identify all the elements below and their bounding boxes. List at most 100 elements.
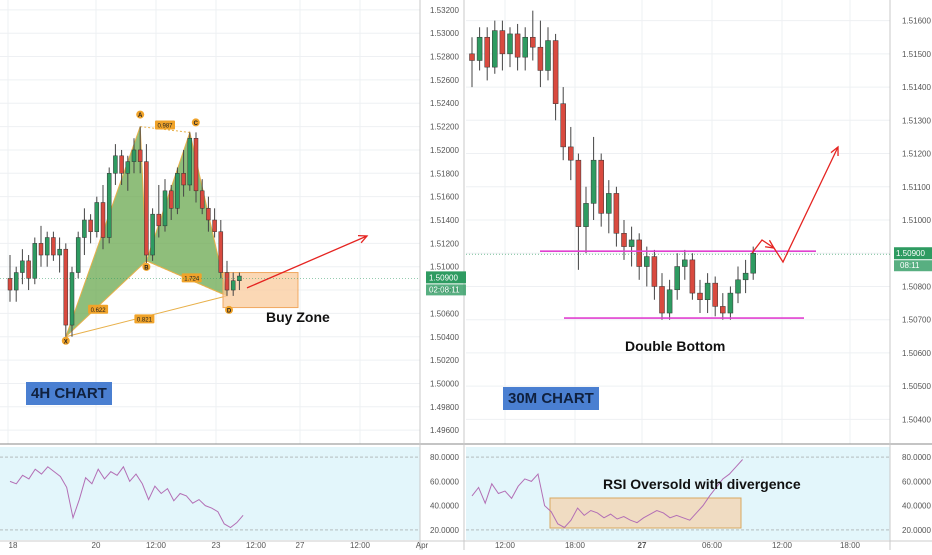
price-tick-label: 1.51400 xyxy=(430,216,459,225)
point-b-label-marker xyxy=(142,262,151,271)
candle xyxy=(187,138,193,186)
candle xyxy=(94,202,100,232)
price-tick-label: 1.50600 xyxy=(902,349,931,358)
price-tick-label: 1.50000 xyxy=(430,379,459,388)
projection-arrowhead-left xyxy=(357,234,369,244)
candle xyxy=(88,219,93,232)
point-a-label-marker xyxy=(136,110,145,119)
price-tick-label: 1.51600 xyxy=(430,193,459,202)
candle xyxy=(199,190,205,209)
candle xyxy=(69,272,75,326)
countdown-tag-left xyxy=(426,284,466,296)
candle xyxy=(125,161,131,174)
rsi-tick-label: 40.0000 xyxy=(902,502,931,511)
ratio-cd-bc: 1.724 xyxy=(184,276,200,282)
candle xyxy=(704,282,711,301)
rsi-tick-label: 60.0000 xyxy=(430,477,459,486)
time-tick-label: 18 xyxy=(9,541,18,550)
ratio-bc-ab-box xyxy=(155,120,175,130)
current-price-tag-right xyxy=(894,247,932,260)
price-tick-label: 1.51000 xyxy=(430,263,459,272)
time-tick-label: 12:00 xyxy=(246,541,267,550)
candle xyxy=(119,155,124,174)
candle xyxy=(530,36,536,48)
candle xyxy=(469,53,475,61)
price-tick-label: 1.51500 xyxy=(902,50,931,59)
candle xyxy=(44,237,50,256)
projection-arrowhead-right-1 xyxy=(764,239,776,249)
candle xyxy=(32,243,38,279)
price-tick-label: 1.50600 xyxy=(430,309,459,318)
price-tick-label: 1.51100 xyxy=(902,183,931,192)
candle xyxy=(106,173,112,238)
point-c-label-marker xyxy=(191,118,200,127)
price-tick-label: 1.52200 xyxy=(430,123,459,132)
time-tick-label: 12:00 xyxy=(146,541,167,550)
candle xyxy=(720,306,726,314)
point-d-label: D xyxy=(227,308,232,314)
price-tick-label: 1.52400 xyxy=(430,99,459,108)
ratio-ab-xa-box xyxy=(88,304,109,314)
price-tick-label: 1.51400 xyxy=(902,83,931,92)
left-chart-label: 4H CHART xyxy=(26,382,112,405)
rsi-divergence-box xyxy=(549,497,742,529)
harmonic-bd-line xyxy=(146,260,228,297)
price-tick-label: 1.51200 xyxy=(430,239,459,248)
candle xyxy=(689,259,696,294)
candle xyxy=(590,159,597,204)
countdown-label-left: 02:08:11 xyxy=(429,285,460,294)
candle xyxy=(206,208,211,221)
time-tick-label: 12:00 xyxy=(350,541,371,550)
candle xyxy=(137,149,143,162)
candle xyxy=(175,173,180,209)
candle xyxy=(636,239,642,267)
candle xyxy=(552,40,559,104)
candle xyxy=(224,272,230,291)
candle xyxy=(742,272,749,281)
candle xyxy=(51,237,56,256)
rsi-tick-label: 40.0000 xyxy=(430,502,459,511)
candle xyxy=(606,193,612,214)
price-tick-label: 1.52000 xyxy=(430,146,459,155)
point-a-label: A xyxy=(138,113,143,119)
price-tick-label: 1.51300 xyxy=(902,116,931,125)
candle xyxy=(26,260,31,279)
candle xyxy=(522,36,528,58)
candle xyxy=(727,292,734,314)
candle xyxy=(218,231,224,273)
ratio-ad-xa: 0.821 xyxy=(137,317,153,323)
candle xyxy=(712,282,718,307)
candle xyxy=(697,292,703,301)
time-tick-label: 12:00 xyxy=(495,541,516,550)
time-tick-label: 27 xyxy=(638,541,647,550)
candle xyxy=(499,30,506,55)
projection-arrow-left xyxy=(246,235,368,289)
ratio-cd-bc-box xyxy=(181,273,202,283)
candle xyxy=(507,33,513,55)
point-x-label: X xyxy=(64,339,68,345)
price-tick-label: 1.52600 xyxy=(430,76,459,85)
price-tick-label: 1.51000 xyxy=(902,216,931,225)
price-tick-label: 1.49600 xyxy=(430,426,459,435)
price-tick-label: 1.50500 xyxy=(902,382,931,391)
candle xyxy=(75,237,81,273)
candle xyxy=(212,219,217,232)
price-tick-label: 1.50200 xyxy=(430,356,459,365)
rsi-line-right xyxy=(471,459,743,529)
buy-zone-label: Buy Zone xyxy=(266,309,330,325)
price-tick-label: 1.51200 xyxy=(902,150,931,159)
rsi-tick-label: 80.0000 xyxy=(902,453,931,462)
candle xyxy=(644,256,650,267)
time-tick-label: 18:00 xyxy=(565,541,586,550)
candle xyxy=(38,243,44,256)
current-price-tag-left xyxy=(426,271,466,284)
time-tick-label: 20 xyxy=(92,541,101,550)
candle xyxy=(674,266,680,291)
price-tick-label: 1.51800 xyxy=(430,169,459,178)
candle xyxy=(492,30,498,68)
candle xyxy=(57,248,62,256)
ratio-ad-xa-box xyxy=(134,314,155,324)
candle xyxy=(659,286,665,314)
